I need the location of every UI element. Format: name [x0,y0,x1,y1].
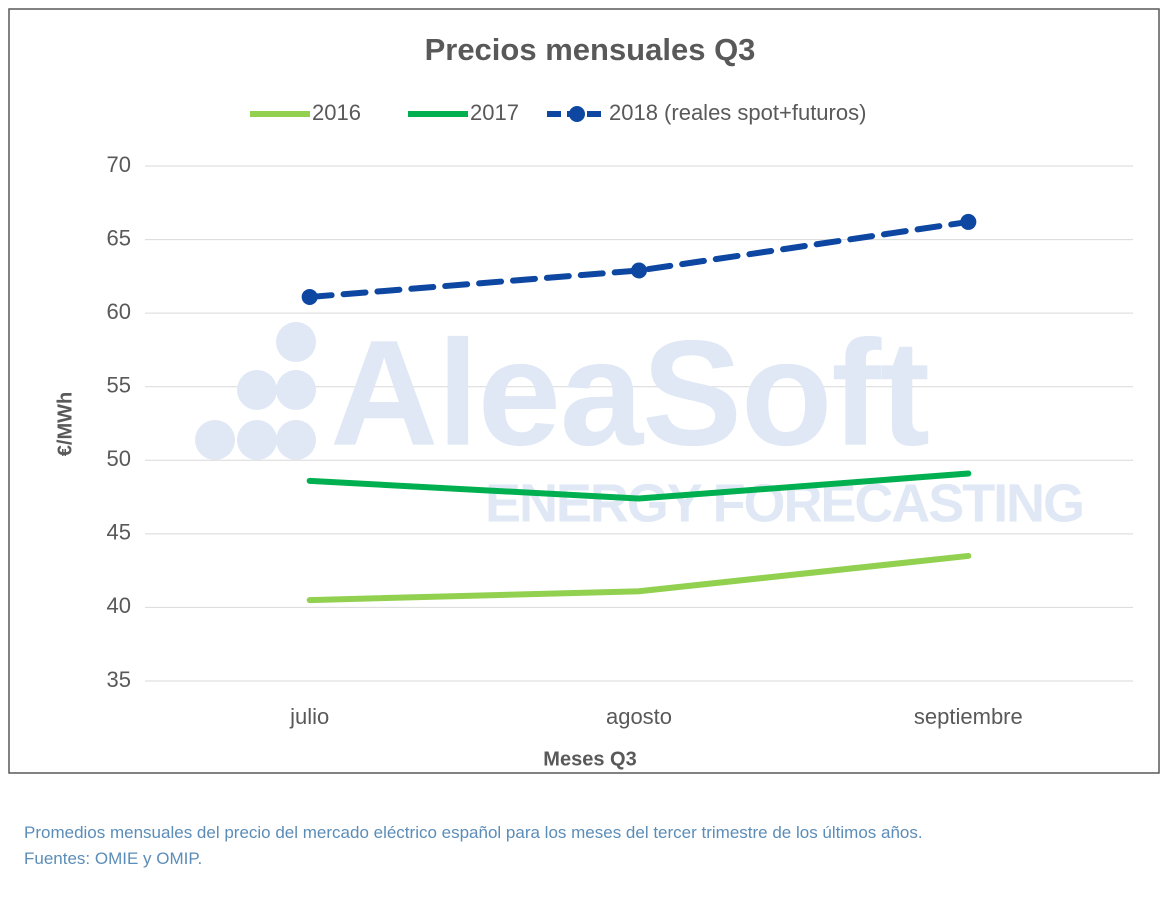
point [301,288,318,305]
line [306,470,972,502]
line [306,552,972,604]
y-tick-label: 35 [107,667,131,692]
chart: Precios mensuales Q3 AleaSoft ENERGY FOR… [8,8,1160,774]
legend-marker [569,106,585,122]
chart-frame [8,8,1160,774]
watermark-dot [276,370,316,410]
y-tick-label: 55 [107,373,131,398]
x-tick-label: julio [289,704,329,729]
caption: Promedios mensuales del precio del merca… [24,823,923,842]
legend-label: 2016 [312,100,361,125]
point [631,262,647,279]
watermark: AleaSoft ENERGY FORECASTING [195,309,1085,533]
point [960,213,977,230]
y-tick-label: 65 [107,225,131,250]
watermark-dot [276,322,316,362]
x-tick-label: septiembre [914,704,1023,729]
y-tick-label: 70 [107,152,131,177]
watermark-tagline: ENERGY FORECASTING [485,473,1085,533]
x-axis-title: Meses Q3 [543,748,636,770]
watermark-dot [195,420,235,460]
watermark-brand: AleaSoft [330,309,930,477]
watermark-dot [237,370,277,410]
source: Fuentes: OMIE y OMIP. [24,849,203,868]
y-tick-label: 50 [107,446,131,471]
y-tick-label: 40 [107,593,131,618]
watermark-dot [237,420,277,460]
y-tick-label: 45 [107,520,131,545]
y-tick-label: 60 [107,299,131,324]
watermark-dot [276,420,316,460]
y-axis-title: €/MWh [54,392,76,456]
legend-label: 2018 (reales spot+futuros) [609,100,866,125]
notes: Promedios mensuales del precio del merca… [24,820,1154,872]
x-tick-label: agosto [606,704,672,729]
legend-label: 2017 [470,100,519,125]
chart-title: Precios mensuales Q3 [425,32,756,67]
